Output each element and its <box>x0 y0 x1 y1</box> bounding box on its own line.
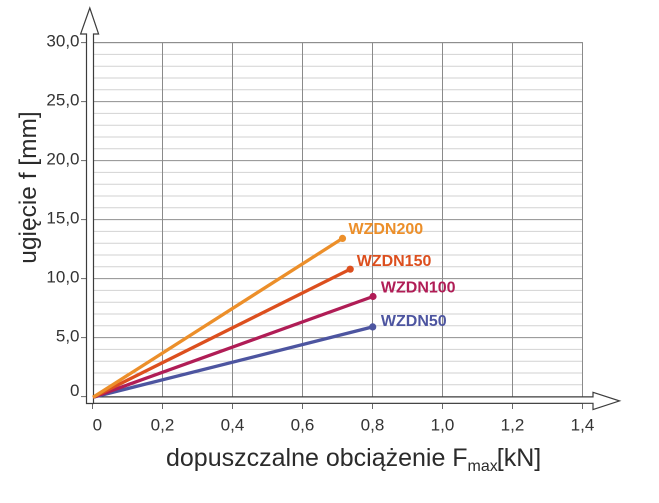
svg-text:1,0: 1,0 <box>431 415 455 434</box>
svg-text:15,0: 15,0 <box>46 208 79 227</box>
svg-text:1,4: 1,4 <box>571 415 595 434</box>
svg-text:25,0: 25,0 <box>46 90 79 109</box>
svg-text:5,0: 5,0 <box>56 326 80 345</box>
svg-text:[kN]: [kN] <box>497 444 541 472</box>
svg-text:dopuszczalne obciążenie F: dopuszczalne obciążenie F <box>166 444 468 472</box>
svg-text:0: 0 <box>93 415 102 434</box>
svg-text:0,8: 0,8 <box>361 415 385 434</box>
svg-text:0,6: 0,6 <box>291 415 315 434</box>
svg-text:0,2: 0,2 <box>151 415 175 434</box>
svg-text:0,4: 0,4 <box>221 415 245 434</box>
svg-text:ugięcie f [mm]: ugięcie f [mm] <box>15 111 42 264</box>
svg-text:WZDN50: WZDN50 <box>381 313 447 330</box>
svg-text:WZDN150: WZDN150 <box>357 253 432 270</box>
svg-text:WZDN200: WZDN200 <box>349 221 424 238</box>
svg-text:10,0: 10,0 <box>46 267 79 286</box>
svg-text:max: max <box>468 458 498 475</box>
svg-text:WZDN100: WZDN100 <box>381 280 456 297</box>
svg-text:1,2: 1,2 <box>501 415 525 434</box>
svg-text:20,0: 20,0 <box>46 149 79 168</box>
svg-text:30,0: 30,0 <box>46 31 79 50</box>
svg-text:0: 0 <box>70 381 79 400</box>
